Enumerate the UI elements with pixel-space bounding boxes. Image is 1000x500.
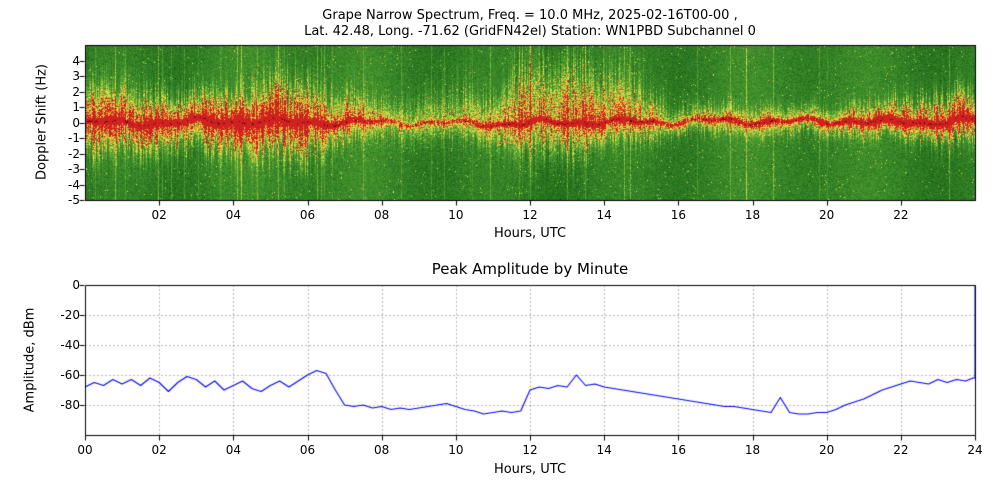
tick-label: 0	[72, 278, 80, 292]
tick-label: 12	[522, 443, 538, 457]
tick-label: -4	[68, 177, 80, 192]
tick-label: -2	[68, 146, 80, 161]
tick-label: 00	[77, 443, 93, 457]
tick-label: 0	[72, 115, 80, 130]
tick-label: 22	[893, 443, 909, 457]
tick-label: 08	[374, 443, 390, 457]
amplitude-plot-canvas	[75, 280, 991, 452]
tick-label: 02	[151, 443, 167, 457]
tick-label: 16	[670, 443, 686, 457]
tick-label: 10	[448, 208, 464, 222]
tick-label: -40	[60, 338, 80, 352]
tick-label: -5	[68, 193, 80, 207]
tick-label: -80	[60, 398, 80, 412]
tick-label: 18	[744, 443, 761, 457]
tick-label: -60	[60, 368, 80, 382]
tick-label: 18	[744, 208, 761, 222]
spectrogram-canvas	[75, 40, 991, 212]
tick-label: 20	[819, 443, 835, 457]
tick-label: 24	[967, 443, 983, 457]
tick-label: 02	[151, 208, 167, 222]
tick-label: 22	[893, 208, 909, 222]
tick-label: 4	[72, 53, 80, 68]
tick-label: 06	[299, 443, 316, 457]
tick-label: 1	[72, 100, 80, 114]
spectrogram-ylabel: Doppler Shift (Hz)	[34, 64, 50, 180]
amplitude-xlabel: Hours, UTC	[493, 462, 567, 477]
tick-label: -1	[68, 131, 80, 145]
figure-title-line2: Lat. 42.48, Long. -71.62 (GridFN42el) St…	[304, 24, 756, 39]
figure-title-line1: Grape Narrow Spectrum, Freq. = 10.0 MHz,…	[322, 8, 738, 23]
tick-label: 16	[670, 208, 686, 222]
tick-label: -20	[60, 308, 80, 322]
amplitude-plot-title: Peak Amplitude by Minute	[431, 260, 629, 278]
tick-label: 04	[225, 208, 241, 222]
tick-label: 2	[72, 84, 80, 99]
spectrogram-xlabel: Hours, UTC	[493, 226, 567, 241]
tick-label: 06	[299, 208, 316, 222]
tick-label: 14	[596, 208, 612, 222]
tick-label: 3	[72, 69, 80, 83]
tick-label: 14	[596, 443, 612, 457]
tick-label: -3	[68, 162, 80, 176]
tick-label: 04	[225, 443, 241, 457]
tick-label: 08	[374, 208, 390, 222]
tick-label: 12	[522, 208, 538, 222]
amplitude-ylabel: Amplitude, dBm	[22, 307, 38, 413]
tick-label: 20	[819, 208, 835, 222]
tick-label: 10	[448, 443, 464, 457]
